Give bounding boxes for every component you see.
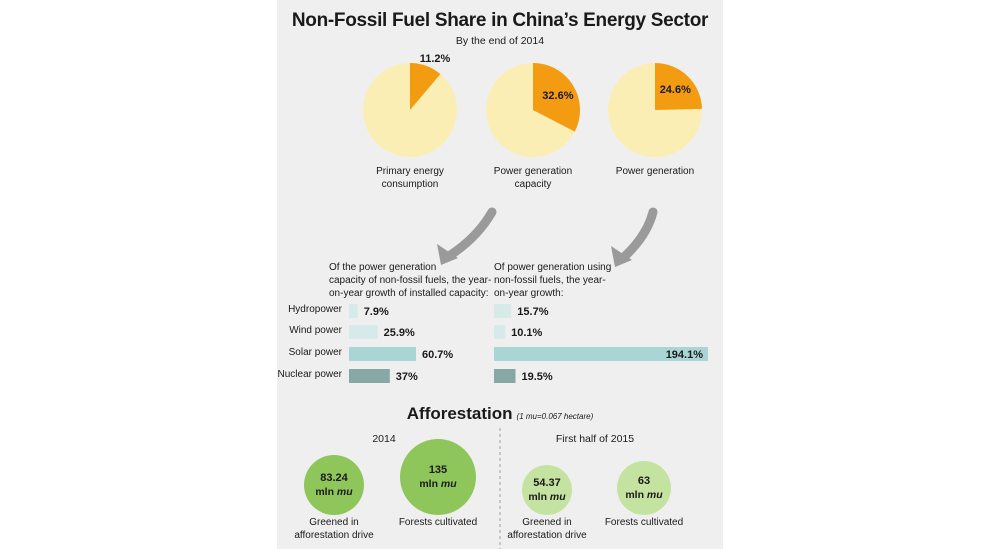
unit-mu: mu (549, 491, 566, 503)
unit-mu: mu (440, 478, 457, 490)
left-bar-value-1: 7.9% (364, 306, 389, 318)
pie-value-label-3: 24.6% (660, 84, 691, 96)
pie-category-label-3: Power generation (615, 166, 695, 177)
right-bar-4 (494, 369, 516, 383)
afforestation-unit: mln mu (315, 486, 353, 498)
left-bar-3 (349, 347, 416, 361)
right-bar-2 (494, 325, 506, 339)
pie-slice-3 (655, 63, 702, 110)
afforestation-value: 83.24 (320, 472, 348, 484)
chart-canvas: 11.2% 32.6% 24.6% 7.9% 25.9% 60.7% 37% 15.7% 10.… (304, 53, 708, 549)
left-chart-title: Of the power generation capacity of non-f… (329, 262, 492, 299)
unit-mu: mu (336, 486, 353, 498)
left-bar-2 (349, 325, 378, 339)
afforestation-item-label: Greened in afforestation drive (507, 517, 587, 541)
afforestation-circle (400, 439, 476, 515)
right-chart-title: Of power generation using non-fossil fuel… (494, 262, 612, 299)
afforestation-period-label: First half of 2015 (555, 433, 635, 445)
category-label: Hydropower (288, 304, 342, 315)
pie-value-label-1: 11.2% (420, 53, 451, 65)
right-bar-value-2: 10.1% (511, 327, 542, 339)
curved-arrow-head-2 (611, 246, 632, 267)
afforestation-note: (1 mu=0.067 hectare) (516, 412, 594, 421)
afforestation-value: 54.37 (533, 477, 561, 489)
afforestation-circle (522, 465, 572, 515)
text-overlay: Primary energy consumption Power generatio… (277, 0, 723, 549)
afforestation-value: 63 (637, 475, 651, 487)
right-bar-value-3: 194.1% (666, 349, 704, 361)
pie-value-label-2: 32.6% (542, 90, 573, 102)
left-bar-value-2: 25.9% (384, 327, 415, 339)
unit-mu: mu (646, 489, 663, 501)
pie-category-label-1: Primary energy consumption (376, 166, 444, 190)
left-bar-value-4: 37% (396, 371, 418, 383)
left-bar-value-3: 60.7% (422, 349, 453, 361)
afforestation-period-label: 2014 (372, 433, 396, 445)
left-bar-4 (349, 369, 390, 383)
afforestation-heading: Afforestation (1 mu=0.067 hectare) (277, 404, 723, 424)
curved-arrow-head-1 (437, 244, 458, 265)
afforestation-circle (617, 461, 671, 515)
pie-slice-1 (410, 63, 441, 110)
curved-arrow-shaft-2 (618, 207, 658, 263)
afforestation-value: 135 (428, 464, 448, 476)
right-bar-value-1: 15.7% (517, 306, 548, 318)
right-bar-value-4: 19.5% (522, 371, 553, 383)
right-bar-1 (494, 304, 512, 318)
right-bar-3 (494, 347, 708, 361)
afforestation-unit: mln mu (625, 489, 663, 501)
pie-category-label-2: Power generation capacity (493, 166, 573, 190)
curved-arrow-shaft-1 (444, 207, 497, 261)
category-label: Wind power (289, 325, 342, 336)
afforestation-unit: mln mu (528, 491, 566, 503)
category-label: Nuclear power (277, 369, 342, 380)
afforestation-title: Afforestation (406, 404, 513, 423)
pie-slice-2 (533, 63, 580, 132)
afforestation-item-label: Greened in afforestation drive (294, 517, 374, 541)
category-label: Solar power (288, 347, 342, 358)
page-subtitle: By the end of 2014 (455, 35, 545, 47)
afforestation-item-label: Forests cultivated (604, 517, 684, 528)
page-title: Non-Fossil Fuel Share in China’s Energy … (291, 10, 709, 31)
left-bar-1 (349, 304, 358, 318)
afforestation-unit: mln mu (419, 478, 457, 490)
afforestation-circle (304, 455, 364, 515)
afforestation-item-label: Forests cultivated (398, 517, 478, 528)
